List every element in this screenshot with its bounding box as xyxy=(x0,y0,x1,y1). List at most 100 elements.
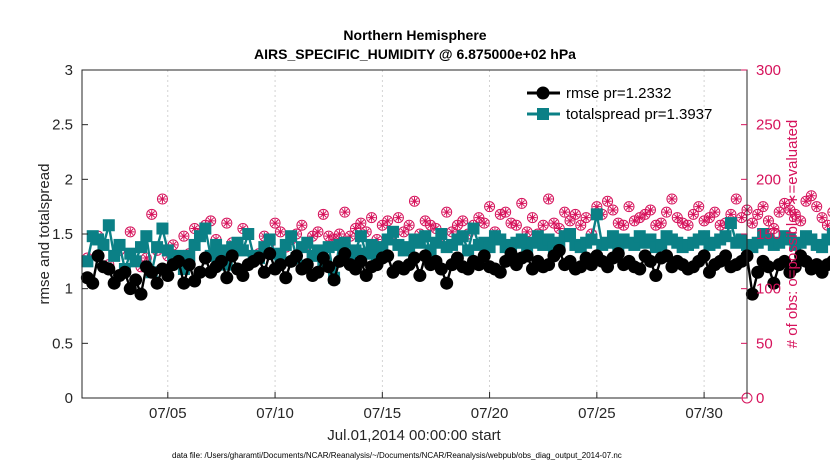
obs-possible-point xyxy=(789,208,801,220)
obs-possible-point xyxy=(484,201,496,213)
rmse-point xyxy=(520,249,534,263)
obs-possible-point xyxy=(693,201,705,213)
legend: rmse pr=1.2332 totalspread pr=1.3937 xyxy=(527,85,712,123)
y-left-tick-label: 2.5 xyxy=(52,117,73,134)
obs-possible-point xyxy=(564,215,576,227)
rmse-point xyxy=(263,247,277,261)
obs-possible-point xyxy=(757,201,769,213)
rmse-point xyxy=(719,249,733,263)
totalspread-point xyxy=(365,238,378,251)
obs-possible-point xyxy=(124,226,136,238)
obs-evaluated-point xyxy=(345,231,355,241)
obs-evaluated-point xyxy=(506,218,516,228)
rmse-point xyxy=(751,265,765,279)
x-axis-label: Jul.01,2014 00:00:00 start xyxy=(327,427,501,444)
obs-possible-point xyxy=(762,215,774,227)
obs-evaluated-point xyxy=(780,199,789,208)
y-left-tick-label: 2 xyxy=(65,171,73,188)
obs-evaluated-point xyxy=(324,231,333,241)
obs-evaluated-point xyxy=(399,227,408,237)
obs-possible-point xyxy=(526,212,538,224)
totalspread-point xyxy=(113,238,126,251)
y-left-tick-label: 3 xyxy=(65,62,73,79)
obs-evaluated-point xyxy=(769,224,779,233)
obs-evaluated-point xyxy=(689,210,698,219)
obs-evaluated-point xyxy=(683,221,693,230)
y-axis-right-label: # of obs: o=possible; ∗=evaluated xyxy=(784,120,801,349)
obs-evaluated-point xyxy=(544,194,553,204)
rmse-point xyxy=(273,258,287,272)
obs-evaluated-point xyxy=(319,210,328,219)
obs-evaluated-point xyxy=(774,207,784,217)
rmse-point xyxy=(214,254,228,268)
obs-evaluated-point xyxy=(715,221,725,230)
obs-evaluated-point xyxy=(335,229,344,239)
x-tick-label: 07/30 xyxy=(685,405,723,422)
rmse-point xyxy=(552,243,566,257)
obs-evaluated-point xyxy=(807,191,816,200)
obs-evaluated-point xyxy=(614,218,623,228)
footnote: data file: /Users/gharamti/Documents/NCA… xyxy=(172,451,622,460)
obs-possible-point xyxy=(575,219,587,231)
y-right-tick-label: 250 xyxy=(756,117,781,134)
obs-evaluated-point xyxy=(522,227,532,237)
obs-evaluated-point xyxy=(356,218,366,228)
totalspread-point xyxy=(387,225,400,238)
chart-title: Northern Hemisphere xyxy=(343,27,486,43)
obs-evaluated-point xyxy=(801,197,811,206)
obs-evaluated-point xyxy=(710,207,720,217)
obs-evaluated-point xyxy=(458,216,467,226)
rmse-point xyxy=(300,258,314,272)
obs-possible-point xyxy=(827,207,830,217)
obs-evaluated-point xyxy=(651,221,661,230)
obs-possible-point xyxy=(441,206,453,218)
totalspread-point xyxy=(338,236,351,249)
x-tick-label: 07/25 xyxy=(578,405,616,422)
obs-evaluated-point xyxy=(603,197,612,206)
rmse-point xyxy=(327,273,341,287)
obs-evaluated-point xyxy=(656,218,666,228)
rmse-point xyxy=(745,287,759,301)
obs-possible-point xyxy=(269,217,281,229)
rmse-point xyxy=(102,262,116,276)
obs-evaluated-point xyxy=(142,253,151,263)
obs-evaluated-point xyxy=(571,210,580,219)
obs-possible-point xyxy=(666,193,678,205)
x-tick-label: 07/20 xyxy=(471,405,509,422)
obs-possible-point xyxy=(752,208,764,220)
rmse-point xyxy=(660,249,674,263)
obs-evaluated-point xyxy=(453,221,462,230)
totalspread-point xyxy=(515,233,528,246)
y-axis-left-ticks: 0 0.5 1 1.5 2 2.5 3 xyxy=(52,62,88,407)
totalspread-point xyxy=(821,233,830,246)
totalspread-point xyxy=(140,230,153,243)
legend-rmse-label: rmse pr=1.2332 xyxy=(566,85,671,102)
totalspread-point xyxy=(606,230,619,243)
y-right-tick-label: 0 xyxy=(756,390,764,407)
rmse-point xyxy=(220,271,234,285)
y-right-tick-label: 300 xyxy=(756,62,781,79)
obs-evaluated-point xyxy=(394,213,403,222)
obs-possible-point xyxy=(339,206,351,218)
obs-evaluated-point xyxy=(640,210,650,219)
obs-possible-point xyxy=(805,190,817,202)
obs-possible-point xyxy=(730,193,742,205)
obs-evaluated-point xyxy=(673,213,682,222)
obs-evaluated-point xyxy=(565,216,575,226)
totalspread-point xyxy=(108,249,121,262)
totalspread-point xyxy=(435,228,448,240)
totalspread-point xyxy=(354,230,367,243)
obs-evaluated-point xyxy=(748,218,757,228)
totalspread-point xyxy=(826,228,830,240)
totalspread-point xyxy=(285,230,298,243)
obs-evaluated-point xyxy=(796,216,805,226)
obs-evaluated-point xyxy=(190,224,199,233)
y-axis-right-ticks: 0 50 100 150 200 250 300 xyxy=(741,62,781,407)
rmse-point xyxy=(172,254,186,268)
rmse-point xyxy=(788,260,802,274)
obs-evaluated-point xyxy=(619,221,628,230)
y-left-tick-label: 1 xyxy=(65,281,73,298)
obs-evaluated-point xyxy=(383,216,392,226)
rmse-point xyxy=(86,276,100,290)
